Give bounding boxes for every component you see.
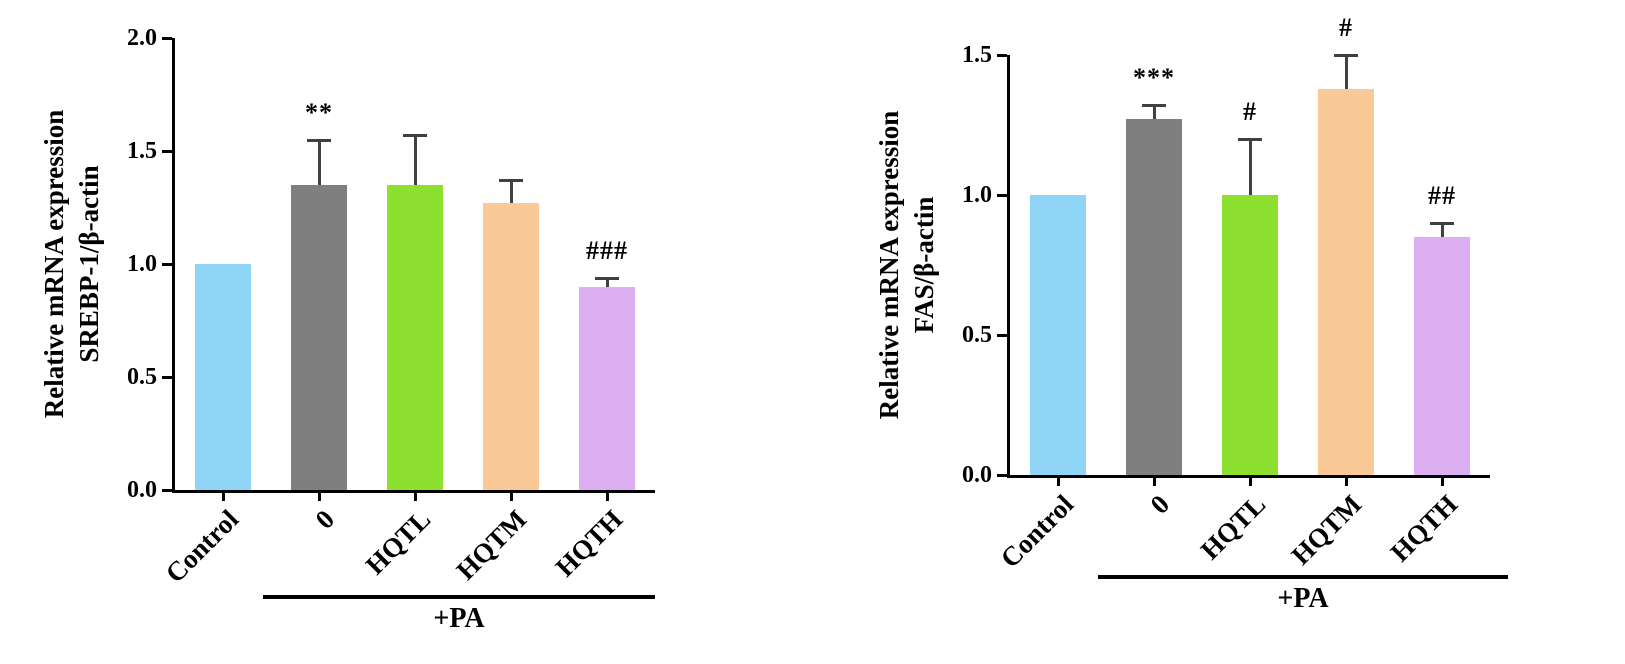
bar-0 — [291, 184, 347, 490]
error-bar-cap — [403, 134, 427, 138]
pa-group-label: +PA — [433, 603, 485, 634]
y-tick — [162, 375, 172, 379]
y-tick-label: 0.0 — [962, 462, 992, 488]
y-tick-label: 0.5 — [127, 364, 157, 390]
error-bar-cap — [1430, 222, 1454, 225]
error-bar — [1440, 223, 1444, 237]
y-tick-label: 0.5 — [962, 322, 992, 348]
y-tick — [997, 333, 1007, 337]
pa-group-line — [1098, 575, 1508, 579]
x-tick — [317, 493, 321, 501]
error-bar — [509, 180, 513, 203]
x-tick — [1440, 478, 1444, 486]
y-tick — [997, 53, 1007, 57]
significance-annotation: *** — [1133, 63, 1175, 93]
pa-group-line — [263, 595, 655, 599]
pa-group-label: +PA — [1277, 583, 1329, 614]
y-axis-line — [1007, 55, 1010, 478]
error-bar — [1152, 105, 1156, 120]
x-tick — [1248, 478, 1252, 486]
significance-annotation: ### — [586, 235, 628, 265]
error-bar — [605, 277, 609, 287]
significance-annotation: ## — [1428, 181, 1456, 210]
y-tick-label: 1.0 — [962, 182, 992, 208]
error-bar-cap — [1142, 104, 1166, 108]
y-axis-label-line: FAS/β-actin — [909, 196, 939, 334]
y-tick-label: 0.0 — [127, 477, 157, 503]
error-bar — [1248, 139, 1252, 195]
x-tick — [1152, 478, 1156, 486]
x-tick — [221, 493, 225, 501]
y-tick — [162, 488, 172, 492]
bar-hqtm — [483, 202, 539, 490]
bar-hqth — [1414, 237, 1470, 475]
error-bar — [317, 139, 321, 185]
significance-annotation: # — [1243, 97, 1257, 126]
y-axis-label: Relative mRNA expression FAS/β-actin — [872, 111, 942, 419]
y-tick-label: 1.0 — [127, 251, 157, 277]
y-tick — [162, 149, 172, 153]
x-tick — [413, 493, 417, 501]
x-tick — [1056, 478, 1060, 486]
y-axis-label-line: Relative mRNA expression — [873, 110, 904, 420]
x-tick — [509, 493, 513, 501]
y-tick — [162, 36, 172, 40]
error-bar-cap — [595, 276, 619, 280]
y-tick — [162, 262, 172, 266]
chart-srebp1: Relative mRNA expression SREBP-1/β-actin 0… — [0, 0, 780, 664]
error-bar — [1344, 55, 1348, 89]
chart-fas: Relative mRNA expression FAS/β-actin 0.0 0.… — [845, 0, 1625, 664]
y-tick — [997, 193, 1007, 197]
y-axis-line — [172, 38, 175, 493]
significance-annotation: # — [1339, 13, 1353, 42]
x-axis-line — [1007, 475, 1490, 478]
bar-hqtl — [387, 184, 443, 490]
y-tick-label: 1.5 — [962, 42, 992, 68]
y-tick-label: 2.0 — [127, 25, 157, 51]
bar-control — [195, 264, 251, 490]
error-bar-cap — [307, 138, 331, 142]
bar-hqtl — [1222, 195, 1278, 475]
y-axis-label-line: Relative mRNA expression — [38, 109, 69, 419]
y-tick — [997, 473, 1007, 477]
bar-hqtm — [1318, 88, 1374, 475]
error-bar-cap — [499, 179, 523, 183]
bar-0 — [1126, 119, 1182, 475]
x-tick — [605, 493, 609, 501]
error-bar-cap — [1334, 54, 1358, 57]
error-bar — [413, 135, 417, 185]
bar-control — [1030, 195, 1086, 475]
x-axis-line — [172, 490, 655, 493]
bar-hqth — [579, 286, 635, 490]
y-tick-label: 1.5 — [127, 138, 157, 164]
error-bar-cap — [1238, 138, 1262, 141]
significance-annotation: ** — [305, 97, 333, 127]
x-tick — [1344, 478, 1348, 486]
